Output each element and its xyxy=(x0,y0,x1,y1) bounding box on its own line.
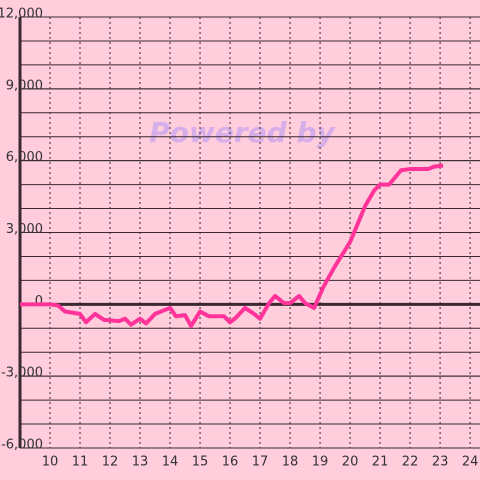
y-tick-label: 12,000 xyxy=(0,7,43,22)
x-tick-label: 14 xyxy=(162,455,179,470)
x-tick-label: 20 xyxy=(342,455,359,470)
x-tick-label: 15 xyxy=(192,455,209,470)
x-tick-label: 24 xyxy=(462,455,479,470)
watermark: Powered by xyxy=(149,116,336,149)
x-tick-label: 18 xyxy=(282,455,299,470)
y-tick-label: 6,000 xyxy=(6,150,43,165)
y-tick-label: 9,000 xyxy=(6,78,43,93)
x-tick-label: 11 xyxy=(72,455,89,470)
x-tick-label: 16 xyxy=(222,455,239,470)
y-tick-label: 3,000 xyxy=(6,222,43,237)
data-line xyxy=(20,163,444,328)
x-tick-label: 13 xyxy=(132,455,149,470)
x-tick-label: 22 xyxy=(402,455,419,470)
y-tick-label: -6,000 xyxy=(1,438,43,453)
x-tick-label: 10 xyxy=(42,455,59,470)
y-tick-label: 0 xyxy=(35,294,43,309)
x-tick-label: 19 xyxy=(312,455,329,470)
x-tick-label: 21 xyxy=(372,455,389,470)
y-tick-label: -3,000 xyxy=(1,366,43,381)
x-tick-label: 23 xyxy=(432,455,449,470)
x-tick-label: 17 xyxy=(252,455,269,470)
x-tick-label: 12 xyxy=(102,455,119,470)
